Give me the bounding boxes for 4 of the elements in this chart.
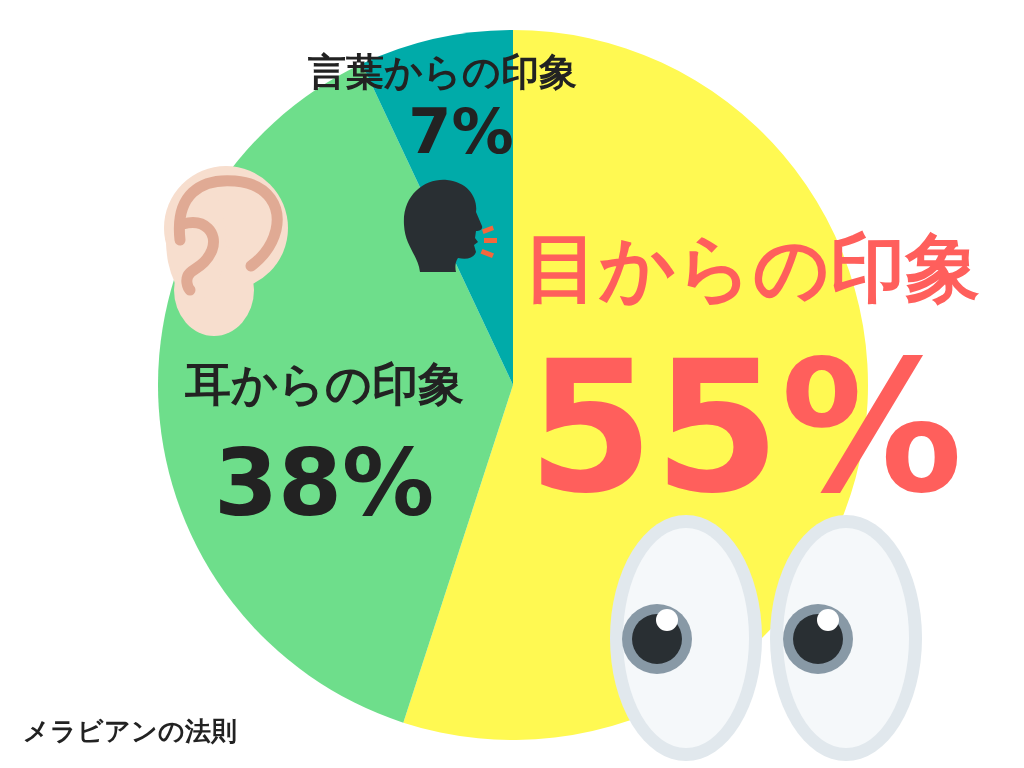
category-label: 耳からの印象 — [184, 357, 464, 411]
value-label: 38% — [213, 430, 435, 537]
value-label: 7% — [408, 95, 514, 168]
title: メラビアンの法則 — [23, 716, 237, 746]
